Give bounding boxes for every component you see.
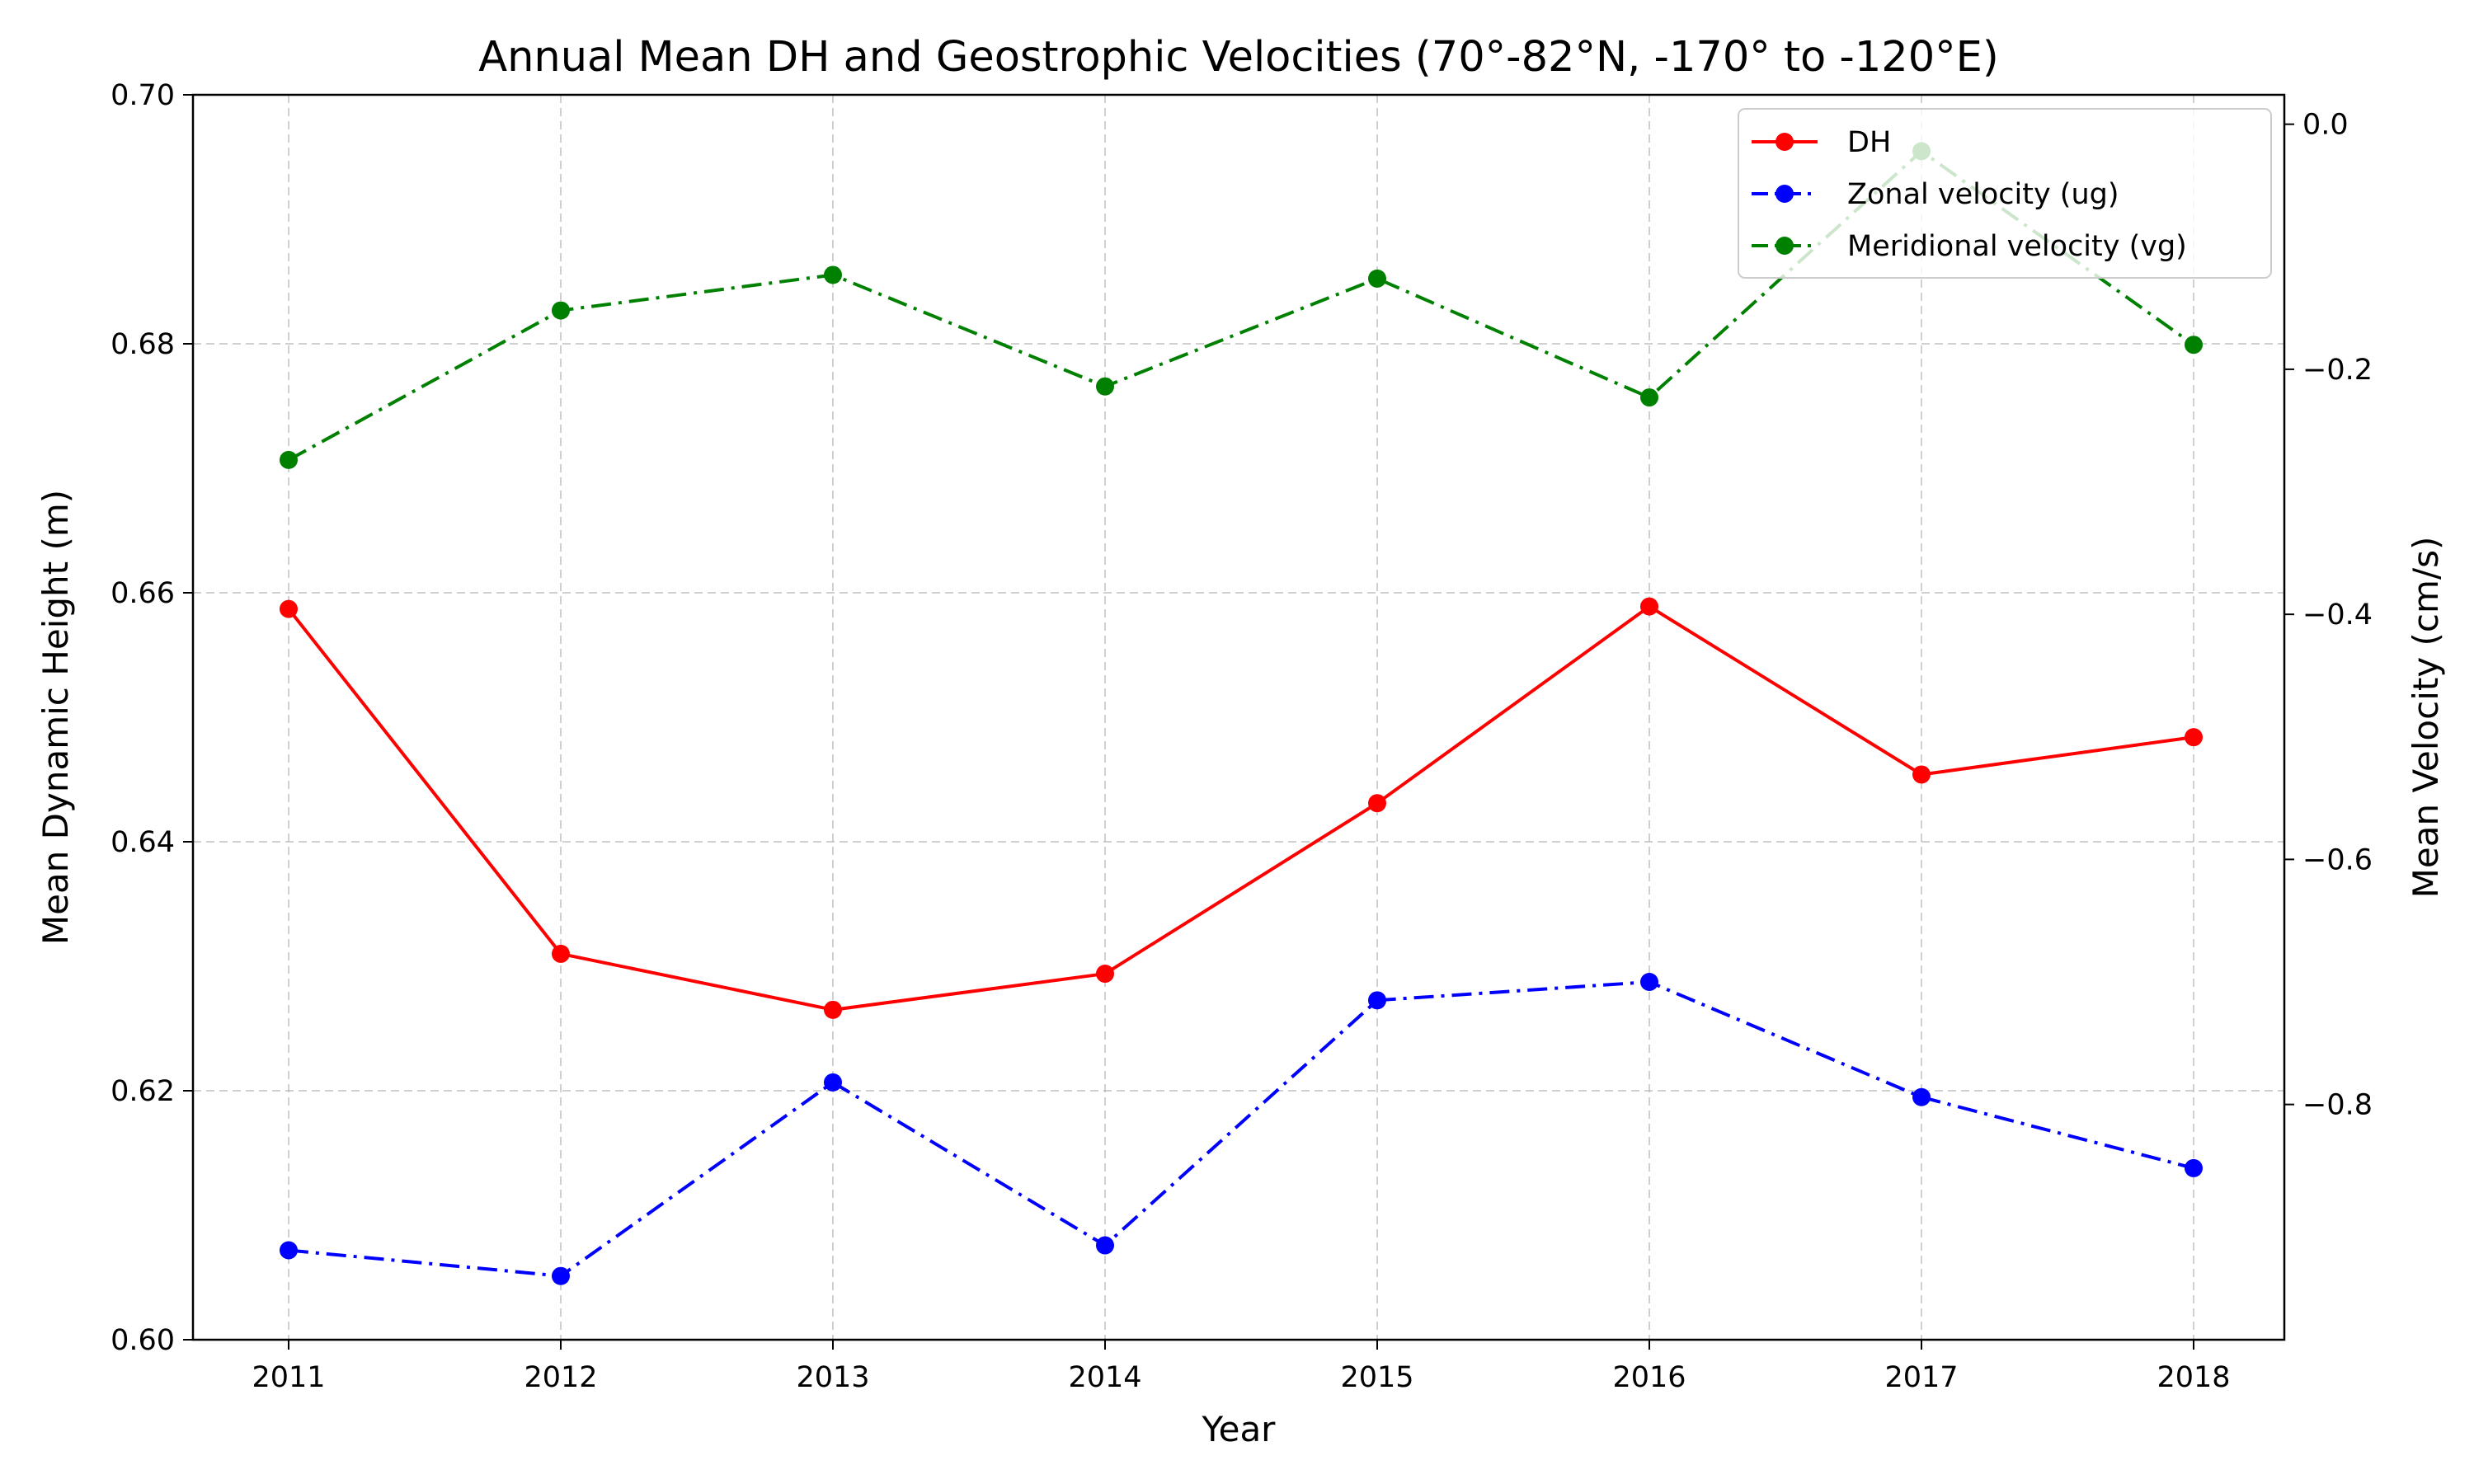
y-left-tick-label: 0.70 (111, 79, 175, 112)
legend-label: DH (1847, 126, 1891, 159)
x-tick-label: 2011 (252, 1361, 325, 1394)
data-point (1368, 794, 1386, 813)
legend-marker (1776, 237, 1794, 255)
y-right-tick-label: −0.6 (2302, 843, 2373, 876)
x-tick-label: 2016 (1612, 1361, 1686, 1394)
data-point (1912, 765, 1931, 784)
y-left-tick-label: 0.60 (111, 1324, 175, 1357)
data-point (1096, 377, 1114, 396)
legend-item-zonal-velocity-ug: Zonal velocity (ug) (1752, 178, 2119, 211)
data-point (1096, 1236, 1114, 1255)
data-point (2185, 1158, 2203, 1177)
legend-box (1738, 108, 2272, 279)
y-left-tick-label: 0.62 (111, 1075, 175, 1108)
y-right-tick-label: 0.0 (2302, 109, 2349, 142)
data-point (824, 265, 842, 284)
y-left-tick-label: 0.66 (111, 577, 175, 610)
data-point (280, 599, 298, 618)
data-point (552, 944, 570, 963)
y-right-tick-label: −0.4 (2302, 599, 2373, 632)
data-point (1640, 597, 1658, 616)
legend-label: Meridional velocity (vg) (1847, 230, 2187, 263)
legend-label: Zonal velocity (ug) (1847, 178, 2119, 211)
y-axis-right-label: Mean Velocity (cm/s) (2406, 537, 2446, 899)
y-left-tick-label: 0.64 (111, 826, 175, 859)
series-layer (280, 142, 2203, 1285)
data-point (2185, 728, 2203, 747)
data-point (1640, 388, 1658, 407)
data-point (1096, 965, 1114, 984)
data-point (1912, 1087, 1931, 1106)
data-point (280, 450, 298, 469)
legend-item-meridional-velocity-vg: Meridional velocity (vg) (1752, 230, 2187, 263)
series-zonal-velocity-ug (280, 973, 2203, 1285)
y-left-tick-label: 0.68 (111, 328, 175, 361)
series-line (287, 604, 2194, 1012)
data-point (1368, 269, 1386, 288)
axes: 2011 2012 2013 2014 2015 2016 2017 2018 0.60 0.62… (111, 79, 2373, 1394)
series-dh (280, 597, 2203, 1019)
data-point (824, 1073, 842, 1092)
x-tick-label: 2012 (524, 1361, 597, 1394)
y-axis-left-label: Mean Dynamic Height (m) (35, 490, 76, 945)
data-point (1640, 973, 1658, 992)
x-tick-label: 2014 (1068, 1361, 1141, 1394)
data-point (552, 301, 570, 320)
legend-marker (1776, 185, 1794, 203)
x-tick-label: 2013 (796, 1361, 869, 1394)
x-axis-label: Year (1202, 1409, 1277, 1449)
y-right-tick-label: −0.2 (2302, 354, 2373, 387)
data-point (552, 1266, 570, 1285)
chart-title: Annual Mean DH and Geostrophic Velocitie… (478, 33, 1999, 82)
data-point (1368, 991, 1386, 1010)
data-point (824, 1000, 842, 1019)
x-tick-label: 2017 (1884, 1361, 1958, 1394)
series-line (288, 980, 2194, 1278)
data-point (280, 1241, 298, 1260)
data-point (2185, 336, 2203, 355)
legend-marker (1776, 133, 1794, 151)
plot-frame (191, 93, 2286, 1341)
x-tick-label: 2015 (1340, 1361, 1413, 1394)
x-tick-label: 2018 (2157, 1361, 2230, 1394)
y-right-tick-label: −0.8 (2302, 1089, 2373, 1122)
legend: DH Zonal velocity (ug) Meridional velocity… (1738, 108, 2272, 279)
legend-item-dh: DH (1752, 126, 1891, 159)
